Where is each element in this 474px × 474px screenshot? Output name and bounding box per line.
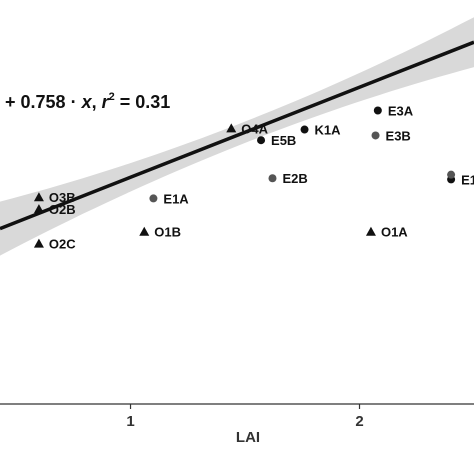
- x-tick-label: 2: [355, 413, 363, 430]
- data-point-marker: [447, 170, 456, 179]
- data-point-marker: [139, 226, 150, 236]
- data-point-marker: [226, 123, 237, 133]
- data-point-marker: [365, 226, 376, 236]
- data-point-label: O2B: [49, 202, 76, 217]
- data-point-label: E2B: [282, 171, 307, 186]
- data-point-label: O1A: [381, 225, 408, 240]
- data-point-marker: [33, 192, 44, 202]
- data-point-label: E5B: [271, 133, 296, 148]
- x-tick-label: 1: [126, 413, 134, 430]
- regression-line: [0, 40, 474, 231]
- data-point-marker: [300, 125, 309, 134]
- data-point-label: E1A: [163, 191, 189, 206]
- data-point-marker: [373, 106, 382, 115]
- data-point-label: O1B: [154, 225, 181, 240]
- data-point-marker: [257, 136, 266, 145]
- data-point-label: E1: [461, 172, 474, 187]
- data-point-label: E3B: [386, 128, 411, 143]
- data-point-label: K1A: [315, 123, 342, 138]
- data-point-marker: [371, 131, 380, 140]
- data-point-label: E3A: [388, 104, 414, 119]
- x-axis-title: LAI: [236, 429, 260, 446]
- data-point-label: O2C: [49, 237, 76, 252]
- regression-equation: 3 + 0.758 · x, r2 = 0.31: [0, 91, 170, 112]
- data-point-marker: [33, 204, 44, 214]
- data-point-marker: [268, 174, 277, 183]
- data-point-label: O3B: [49, 190, 76, 205]
- data-point-marker: [149, 194, 158, 203]
- data-point-marker: [33, 238, 44, 248]
- data-point-label: O4A: [241, 121, 268, 136]
